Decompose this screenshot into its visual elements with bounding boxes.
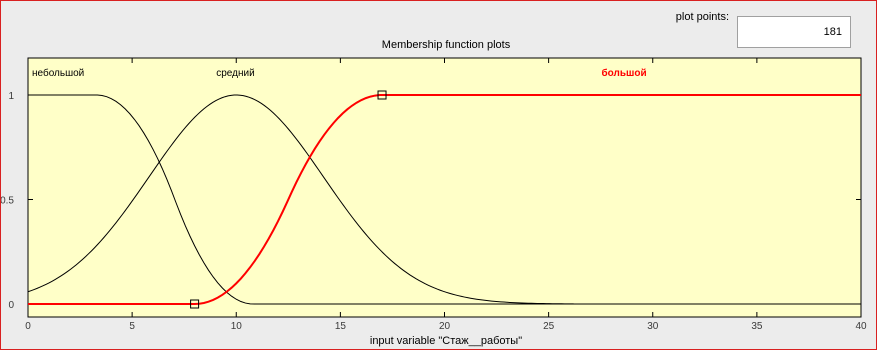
mf-label-1[interactable]: средний	[216, 68, 254, 79]
y-tick-label: 1	[8, 91, 14, 102]
plot-area[interactable]	[27, 57, 862, 318]
x-tick-label: 35	[751, 321, 763, 332]
x-tick-label: 5	[129, 321, 135, 332]
plot-points-input[interactable]	[737, 16, 851, 48]
x-tick-label: 15	[335, 321, 347, 332]
mf-curve-1[interactable]	[27, 94, 574, 305]
x-tick-label: 20	[439, 321, 451, 332]
mf-handle[interactable]	[377, 90, 387, 100]
x-tick-label: 10	[231, 321, 243, 332]
x-tick-label: 0	[25, 321, 31, 332]
mf-label-2[interactable]: большой	[602, 67, 647, 79]
y-tick-label: 0.5	[1, 196, 14, 207]
y-tick-label: 0	[8, 300, 14, 311]
x-axis-label: input variable "Стаж__работы"	[369, 335, 523, 347]
plot-points-label: plot points:	[675, 11, 729, 23]
x-tick-label: 30	[647, 321, 659, 332]
mf-curve-2[interactable]	[28, 94, 861, 305]
mf-curve-0[interactable]	[28, 94, 861, 305]
x-tick-label: 40	[855, 321, 867, 332]
mf-label-0[interactable]: небольшой	[32, 67, 84, 79]
plot-title: Membership function plots	[381, 39, 511, 51]
x-tick-label: 25	[543, 321, 555, 332]
mf-handle[interactable]	[190, 299, 200, 309]
